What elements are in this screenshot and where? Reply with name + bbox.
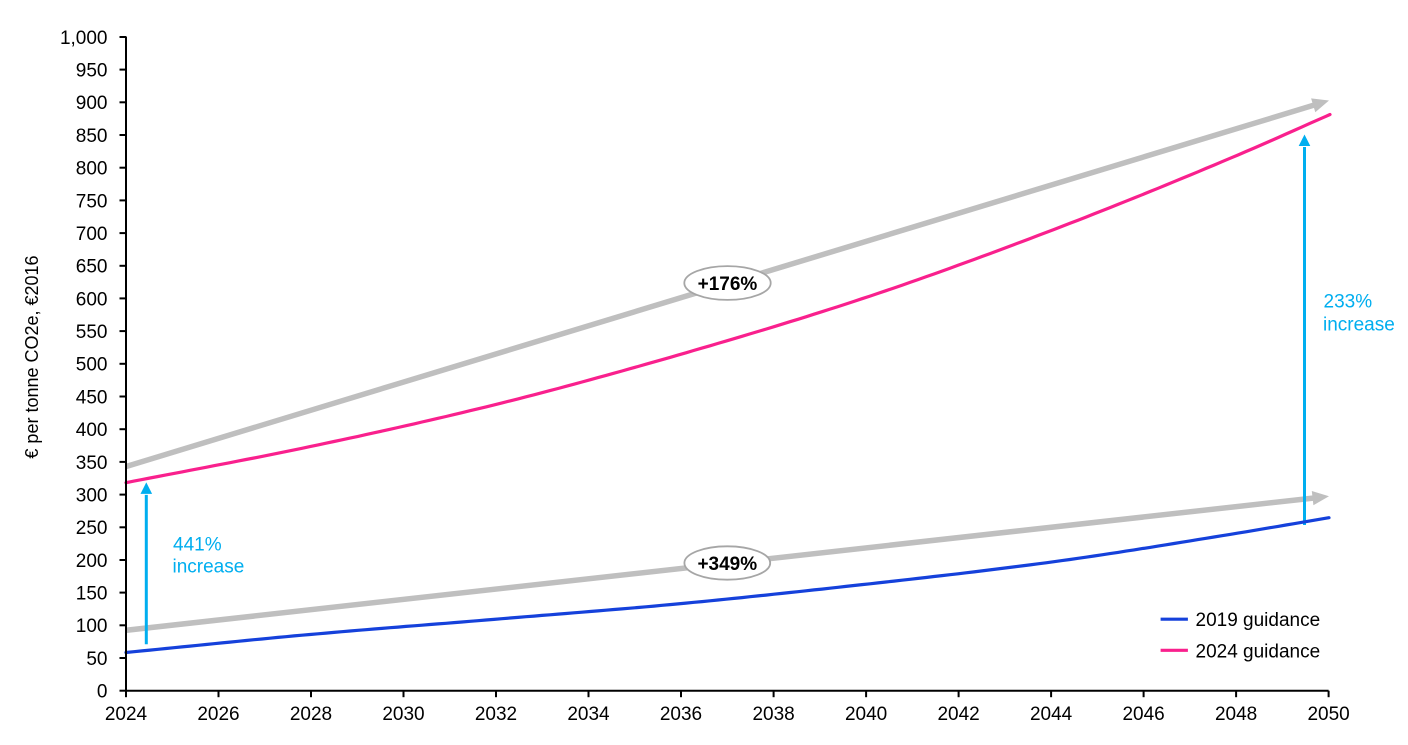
svg-text:550: 550 [76,322,108,343]
svg-text:2034: 2034 [567,704,610,725]
svg-text:950: 950 [76,61,108,82]
svg-text:200: 200 [76,551,108,572]
svg-text:900: 900 [76,93,108,114]
svg-text:2024: 2024 [105,704,148,725]
svg-text:2048: 2048 [1215,704,1257,725]
svg-text:2026: 2026 [197,704,239,725]
svg-text:+349%: +349% [697,554,757,575]
svg-text:2032: 2032 [475,704,517,725]
svg-text:2028: 2028 [290,704,332,725]
svg-text:2040: 2040 [845,704,887,725]
svg-text:0: 0 [97,682,108,703]
svg-text:350: 350 [76,453,108,474]
svg-text:2046: 2046 [1122,704,1164,725]
svg-text:600: 600 [76,289,108,310]
svg-text:800: 800 [76,159,108,180]
svg-text:2030: 2030 [382,704,424,725]
svg-text:50: 50 [86,649,107,670]
svg-text:2036: 2036 [660,704,702,725]
svg-text:2038: 2038 [752,704,794,725]
svg-text:441%: 441% [173,534,222,555]
svg-text:700: 700 [76,224,108,245]
svg-text:500: 500 [76,355,108,376]
svg-text:2050: 2050 [1307,704,1349,725]
svg-text:850: 850 [76,126,108,147]
svg-text:650: 650 [76,257,108,278]
svg-text:233%: 233% [1324,291,1373,312]
svg-text:2019 guidance: 2019 guidance [1196,610,1321,631]
svg-text:750: 750 [76,191,108,212]
svg-text:250: 250 [76,518,108,539]
svg-text:increase: increase [173,556,245,577]
svg-text:300: 300 [76,486,108,507]
svg-text:2044: 2044 [1030,704,1073,725]
svg-text:100: 100 [76,616,108,637]
svg-text:1,000: 1,000 [60,28,108,49]
svg-text:450: 450 [76,387,108,408]
svg-text:+176%: +176% [698,274,758,295]
svg-text:€ per tonne CO2e, €2016: € per tonne CO2e, €2016 [22,255,42,458]
svg-text:increase: increase [1323,315,1395,336]
svg-text:2024 guidance: 2024 guidance [1196,641,1321,662]
svg-text:400: 400 [76,420,108,441]
svg-text:2042: 2042 [937,704,979,725]
svg-text:150: 150 [76,584,108,605]
